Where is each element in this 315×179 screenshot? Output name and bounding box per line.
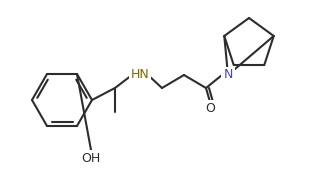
Text: HN: HN — [131, 69, 149, 81]
Text: O: O — [205, 101, 215, 115]
Text: N: N — [223, 69, 233, 81]
Text: OH: OH — [81, 151, 100, 165]
